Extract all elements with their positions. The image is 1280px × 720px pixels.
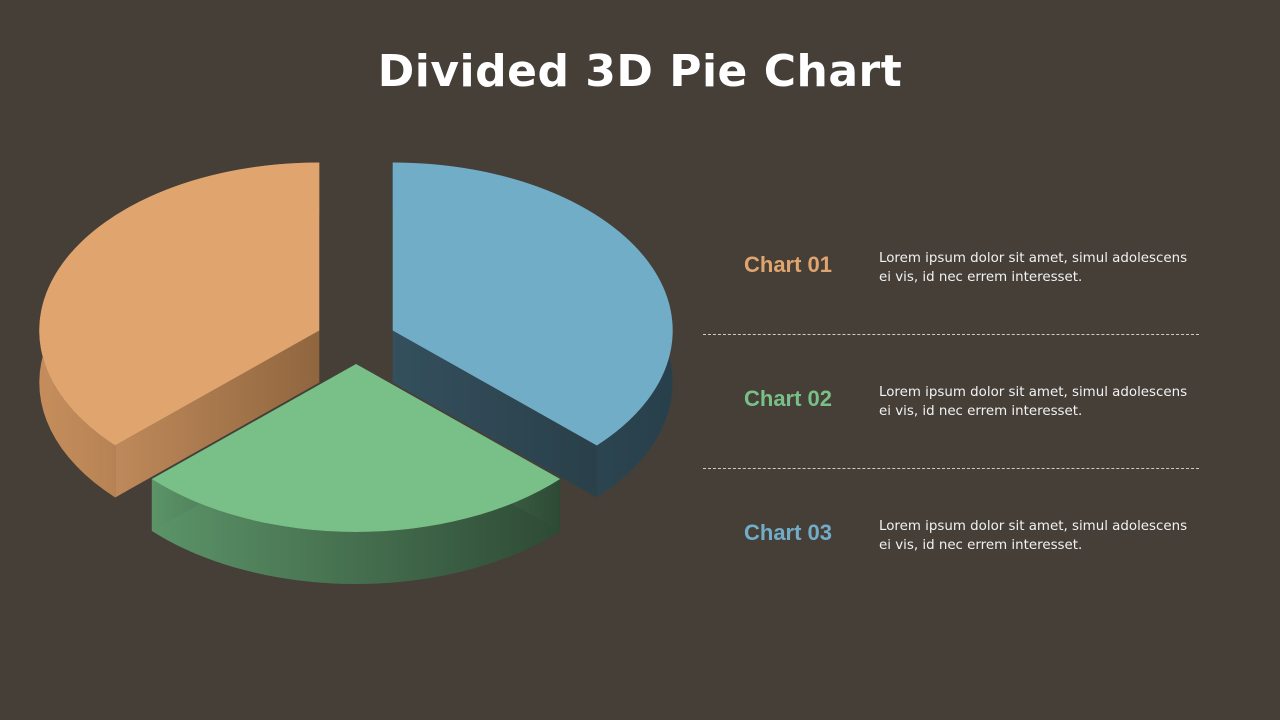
pie-slice-side [151, 479, 561, 584]
legend-label: Chart 01 [744, 252, 833, 277]
legend-description: Lorem ipsum dolor sit amet, simul adoles… [879, 385, 1188, 419]
legend-label: Chart 03 [744, 520, 833, 545]
legend-item-2: Chart 02 Lorem ipsum dolor sit amet, simu… [703, 384, 1199, 504]
legend-item-1: Chart 01 Lorem ipsum dolor sit amet, simu… [703, 250, 1199, 370]
pie-slice-1 [39, 162, 320, 446]
pie-slice-wall [392, 330, 597, 498]
pie-slice-2 [151, 364, 561, 532]
legend-item-3: Chart 03 Lorem ipsum dolor sit amet, simu… [703, 518, 1199, 638]
legend-description: Lorem ipsum dolor sit amet, simul adoles… [879, 251, 1188, 285]
legend-divider [703, 334, 1199, 335]
page-title: Divided 3D Pie Chart [377, 46, 903, 97]
pie-chart [39, 162, 673, 584]
legend-description: Lorem ipsum dolor sit amet, simul adoles… [879, 519, 1188, 553]
pie-slice-3 [392, 162, 673, 446]
pie-slice-wall [115, 330, 320, 498]
legend-label: Chart 02 [744, 386, 833, 411]
legend-divider [703, 468, 1199, 469]
